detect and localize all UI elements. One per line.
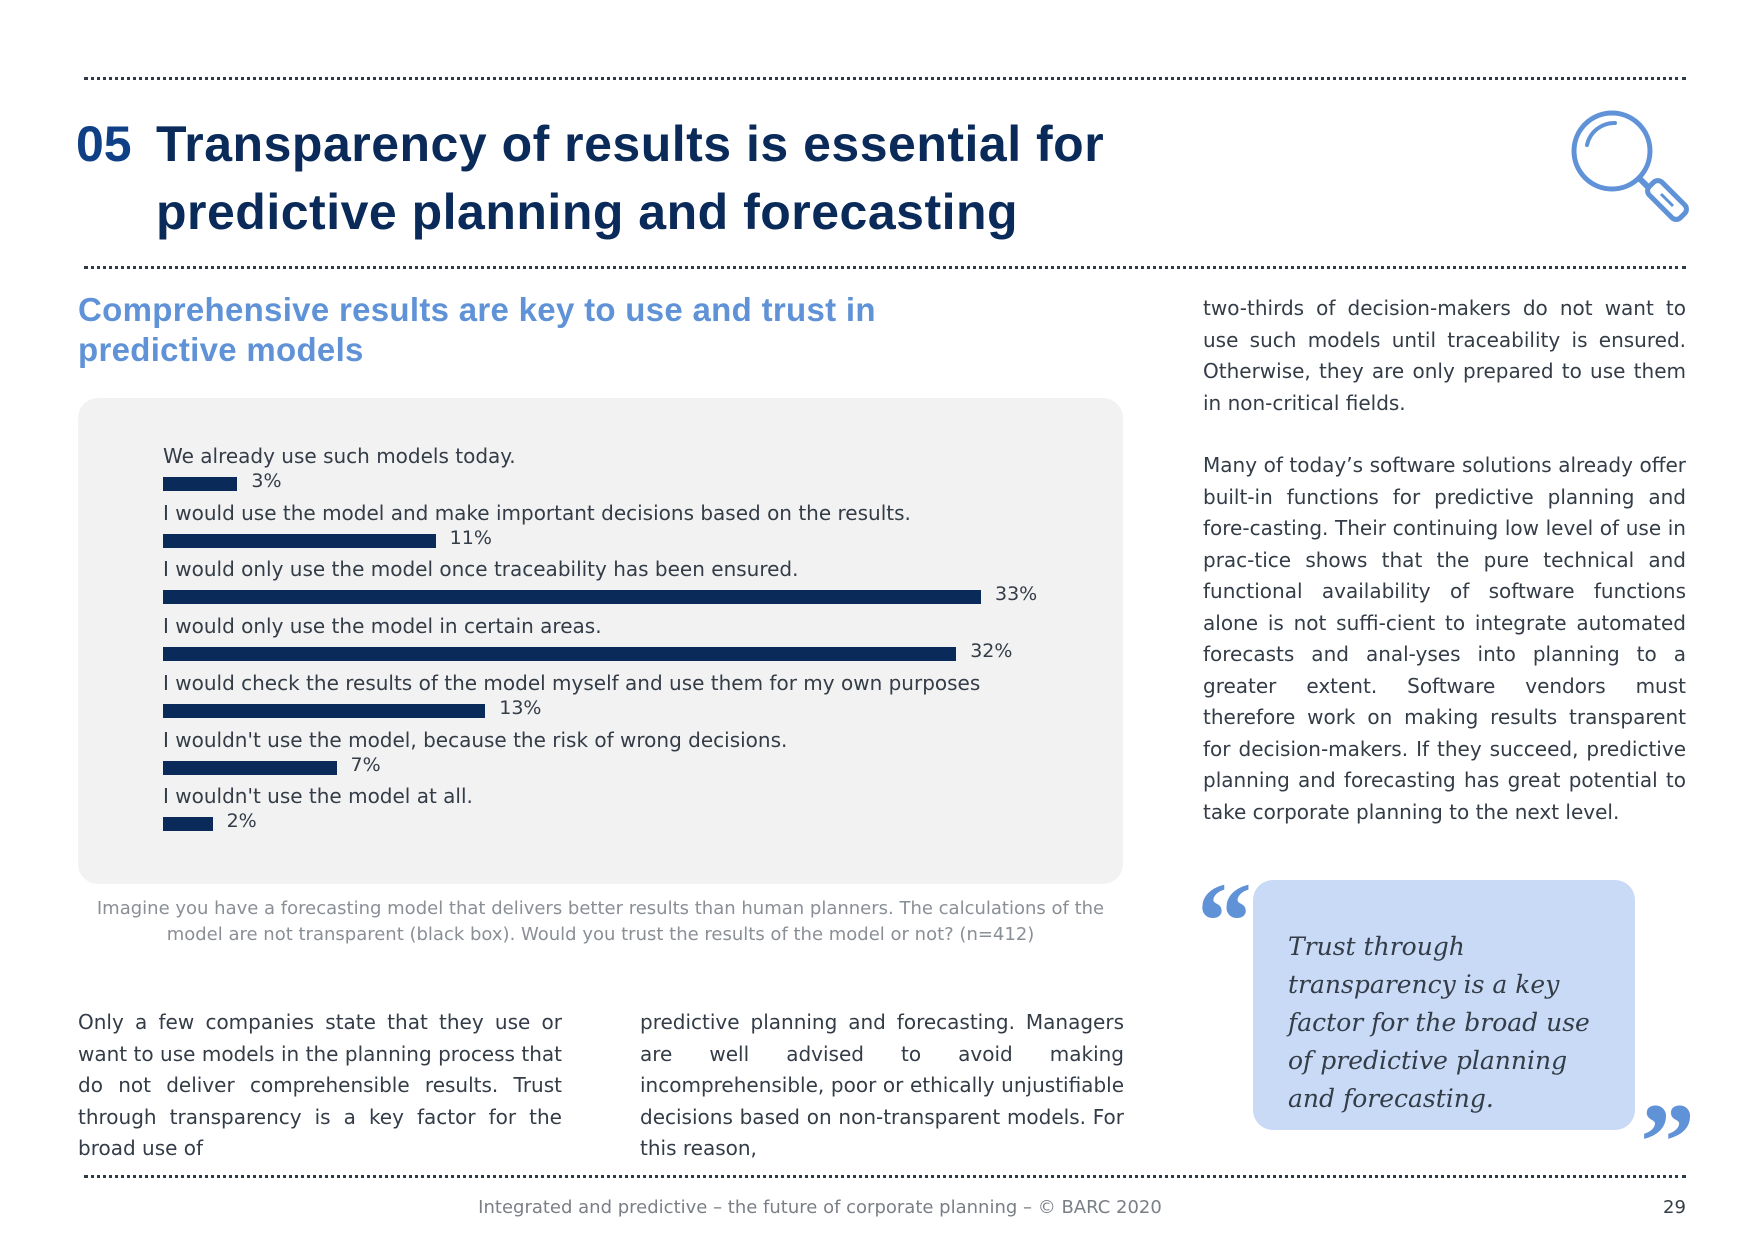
chart-bar — [163, 817, 213, 832]
chart-category-label: I would only use the model once traceabi… — [163, 557, 799, 582]
chart-category-label: I wouldn't use the model at all. — [163, 784, 473, 809]
footer-text: Integrated and predictive – the future o… — [478, 1197, 1162, 1218]
chart-bar — [163, 590, 981, 605]
body-column-3-paragraph-2: Many of today’s software solutions alrea… — [1203, 453, 1686, 824]
top-dotted-rule — [84, 77, 1686, 80]
chart-value-label: 33% — [995, 583, 1038, 606]
chart-value-label: 13% — [499, 696, 542, 719]
chart-category-label: I wouldn't use the model, because the ri… — [163, 727, 788, 752]
chart-category-label: I would check the results of the model m… — [163, 670, 981, 695]
body-column-2: predictive planning and forecasting. Man… — [640, 1010, 1124, 1160]
pull-quote-text: Trust through transparency is a key fact… — [1288, 932, 1590, 1113]
chart-bar — [163, 760, 337, 775]
body-column-3-paragraph-1: two-thirds of decision-makers do not wan… — [1203, 296, 1686, 415]
bottom-title-dotted-rule — [84, 266, 1686, 269]
chart-bar — [163, 477, 238, 491]
section-title-line-2: predictive planning and forecasting — [156, 184, 1019, 240]
section-number: 05 — [76, 116, 132, 172]
chart-value-label: 11% — [449, 526, 492, 549]
bar-chart: We already use such models today. 3% I wou… — [78, 398, 1123, 884]
chart-category-label: I would only use the model in certain ar… — [163, 614, 602, 639]
close-quote-icon: ” — [1640, 1081, 1695, 1203]
chart-caption: Imagine you have a forecasting model tha… — [96, 898, 1105, 945]
subheading: Comprehensive results are key to use and… — [78, 291, 876, 368]
chart-value-label: 3% — [251, 470, 282, 492]
chart-bar — [163, 647, 957, 662]
chart-category-label: I would use the model and make important… — [163, 500, 911, 525]
chart-value-label: 7% — [350, 753, 381, 776]
open-quote-icon: “ — [1197, 860, 1252, 982]
chart-bar — [163, 533, 436, 548]
chart-category-label: We already use such models today. — [163, 444, 516, 468]
magnifier-icon — [1571, 110, 1689, 222]
page-number: 29 — [1663, 1197, 1686, 1218]
footer-dotted-rule — [84, 1175, 1686, 1178]
body-column-1: Only a few companies state that they use… — [78, 1010, 562, 1160]
chart-value-label: 32% — [970, 640, 1013, 663]
chart-value-label: 2% — [226, 810, 257, 833]
chart-bar — [163, 703, 486, 718]
body-column-3: two-thirds of decision-makers do not wan… — [1203, 293, 1686, 828]
section-title-line-1: Transparency of results is essential for — [156, 116, 1105, 172]
section-title: Transparency of results is essential for… — [156, 110, 1356, 246]
pull-quote: Trust through transparency is a key fact… — [1253, 880, 1635, 1130]
